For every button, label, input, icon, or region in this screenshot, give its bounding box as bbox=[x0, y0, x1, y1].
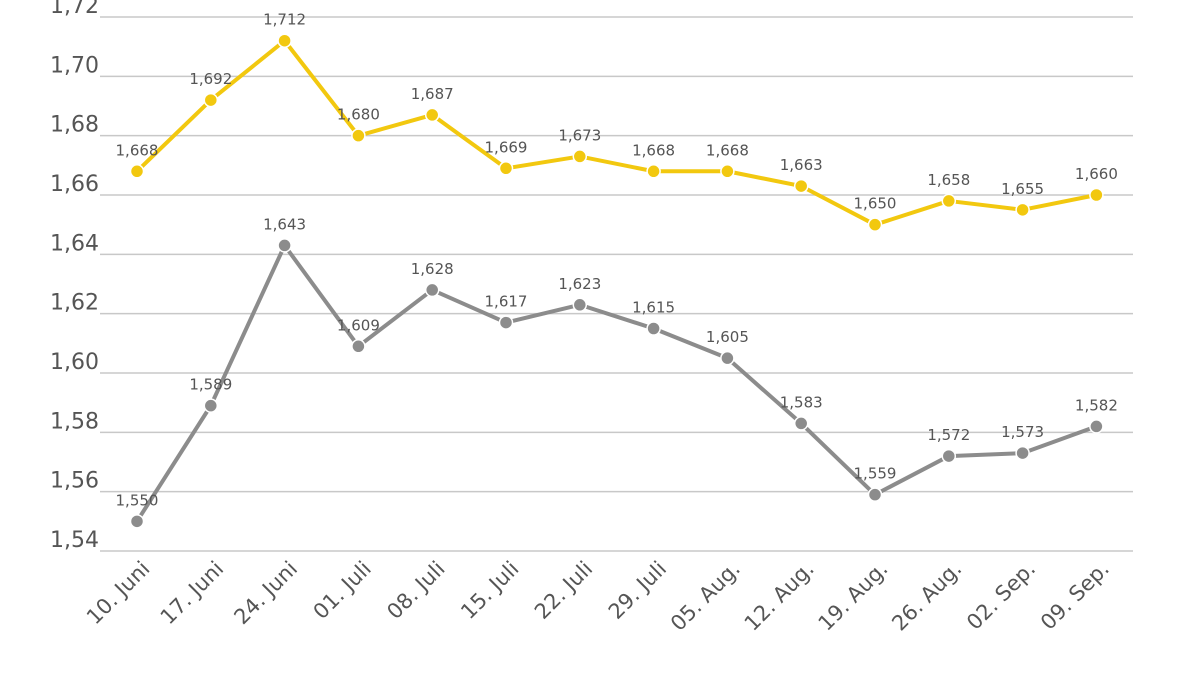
series-yellow-point bbox=[203, 92, 219, 108]
y-tick-label: 1,58 bbox=[50, 409, 99, 434]
series-gray-point bbox=[129, 514, 145, 529]
series-gray: 1,550 1,589 1,643 1,609 1,628 1,617 1,623 1,615… bbox=[116, 215, 1118, 529]
series-gray-data-label: 1,643 bbox=[263, 215, 306, 233]
series-yellow-point bbox=[1015, 202, 1030, 218]
series-yellow-point bbox=[572, 149, 588, 164]
series-yellow-point bbox=[129, 164, 145, 179]
y-tick-label: 1,60 bbox=[50, 350, 99, 375]
series-gray-point bbox=[646, 321, 661, 336]
series-gray-point bbox=[1015, 445, 1030, 461]
series-gray-data-label: 1,605 bbox=[706, 328, 749, 346]
x-tick-label: 02. Sep. bbox=[962, 557, 1040, 635]
y-tick-label: 1,64 bbox=[50, 231, 99, 256]
series-yellow-point bbox=[646, 164, 661, 179]
series-gray-data-label: 1,617 bbox=[485, 293, 528, 311]
series-gray-point bbox=[572, 297, 588, 313]
series-gray-data-label: 1,550 bbox=[116, 491, 159, 509]
series-yellow-data-label: 1,680 bbox=[337, 106, 380, 124]
x-tick-label: 09. Sep. bbox=[1036, 557, 1114, 635]
series-gray-data-label: 1,623 bbox=[558, 275, 601, 293]
series-yellow-data-label: 1,668 bbox=[116, 141, 159, 159]
series-yellow-data-label: 1,669 bbox=[485, 138, 528, 156]
series-yellow-line bbox=[135, 38, 1099, 227]
series-gray-data-label: 1,573 bbox=[1001, 423, 1044, 441]
series-yellow-data-label: 1,658 bbox=[927, 171, 970, 189]
series-gray-line bbox=[135, 243, 1099, 524]
series-yellow-point bbox=[867, 217, 883, 232]
x-tick-label: 24. Juni bbox=[229, 557, 302, 630]
series-yellow-point bbox=[720, 164, 735, 179]
y-tick-label: 1,62 bbox=[50, 291, 99, 316]
y-tick-label: 1,54 bbox=[50, 528, 99, 553]
x-tick-label: 17. Juni bbox=[156, 557, 229, 630]
series-gray-data-label: 1,582 bbox=[1075, 396, 1118, 414]
series-gray-data-label: 1,628 bbox=[411, 260, 454, 278]
series-yellow-data-label: 1,663 bbox=[780, 156, 823, 174]
series-yellow-data-label: 1,660 bbox=[1075, 165, 1118, 183]
series-gray-data-label: 1,609 bbox=[337, 316, 380, 334]
series-gray-point bbox=[941, 448, 957, 464]
series-yellow-point bbox=[1089, 187, 1104, 203]
series-yellow-data-label: 1,668 bbox=[706, 141, 749, 159]
y-tick-label: 1,70 bbox=[50, 53, 99, 78]
series-yellow-data-label: 1,673 bbox=[558, 126, 601, 144]
x-axis-ticks: 10. Juni 17. Juni 24. Juni 01. Juli 08. Juli… bbox=[82, 557, 1114, 636]
gridlines bbox=[100, 16, 1133, 552]
series-yellow-point bbox=[424, 107, 440, 123]
series-gray-point bbox=[498, 315, 514, 330]
series-gray-data-label: 1,559 bbox=[854, 465, 897, 483]
series-gray-point bbox=[351, 339, 366, 354]
series-yellow-data-label: 1,655 bbox=[1001, 180, 1044, 198]
series-yellow-point bbox=[351, 128, 366, 143]
series-yellow-data-label: 1,668 bbox=[632, 141, 675, 159]
x-tick-label: 05. Aug. bbox=[666, 557, 745, 636]
series-yellow-point bbox=[793, 178, 809, 194]
x-tick-label: 08. Juli bbox=[382, 557, 449, 624]
y-tick-label: 1,68 bbox=[50, 113, 99, 138]
x-tick-label: 12. Aug. bbox=[740, 557, 819, 636]
series-gray-point bbox=[277, 238, 292, 253]
x-tick-label: 26. Aug. bbox=[887, 557, 966, 636]
y-tick-label: 1,56 bbox=[50, 469, 99, 494]
y-tick-label: 1,72 bbox=[50, 0, 99, 19]
series-gray-point bbox=[1089, 419, 1104, 434]
series-gray-point bbox=[793, 416, 809, 431]
series-gray-data-label: 1,583 bbox=[780, 393, 823, 411]
x-tick-label: 22. Juli bbox=[530, 557, 597, 624]
series-yellow-point bbox=[277, 33, 292, 48]
series-gray-point bbox=[203, 398, 219, 413]
x-tick-label: 01. Juli bbox=[309, 557, 376, 624]
series-group: 1,668 1,692 1,712 1,680 1,687 1,669 1,673 1,668… bbox=[116, 11, 1118, 529]
y-tick-label: 1,66 bbox=[50, 172, 99, 197]
series-yellow-data-label: 1,687 bbox=[411, 85, 454, 103]
x-tick-label: 15. Juli bbox=[456, 557, 523, 624]
series-yellow-data-label: 1,712 bbox=[263, 11, 306, 29]
series-gray-point bbox=[424, 282, 440, 298]
x-tick-label: 10. Juni bbox=[82, 557, 155, 630]
series-gray-data-label: 1,589 bbox=[189, 376, 232, 394]
x-tick-label: 19. Aug. bbox=[814, 557, 893, 636]
series-gray-point bbox=[867, 487, 883, 502]
series-yellow-data-label: 1,692 bbox=[189, 70, 232, 88]
series-yellow-point bbox=[941, 193, 957, 209]
series-yellow-point bbox=[498, 161, 514, 176]
series-gray-point bbox=[720, 350, 735, 366]
x-tick-label: 29. Juli bbox=[604, 557, 671, 624]
y-axis-ticks: 1,54 1,56 1,58 1,60 1,62 1,64 1,66 1,68 1,70 1,72 bbox=[50, 0, 99, 553]
series-gray-data-label: 1,572 bbox=[927, 426, 970, 444]
series-gray-data-label: 1,615 bbox=[632, 299, 675, 317]
series-yellow-data-label: 1,650 bbox=[854, 195, 897, 213]
series-yellow: 1,668 1,692 1,712 1,680 1,687 1,669 1,673 1,668… bbox=[116, 11, 1118, 232]
